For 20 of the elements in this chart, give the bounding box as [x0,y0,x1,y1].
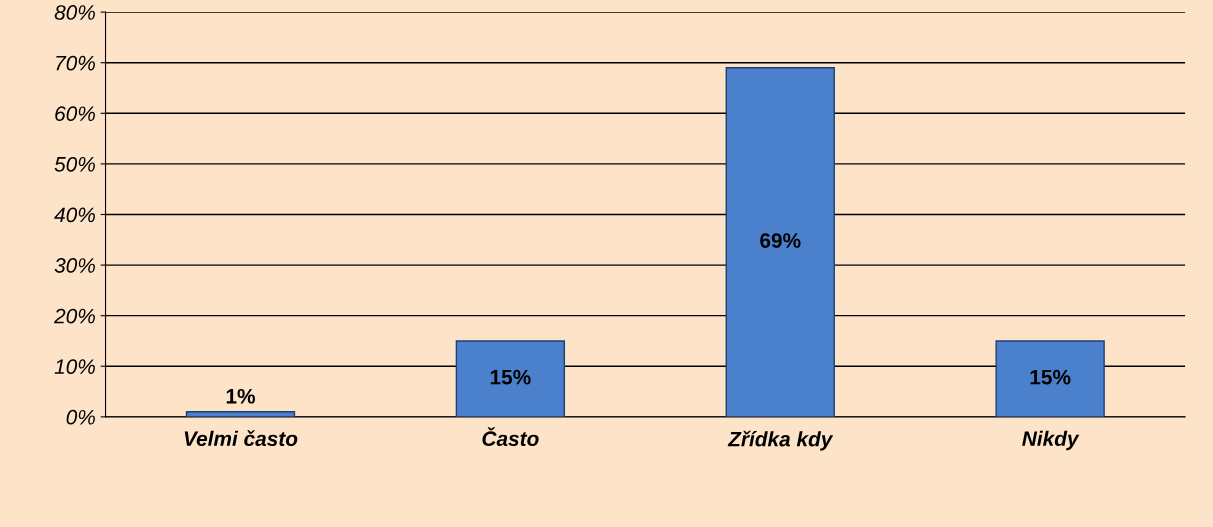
y-tick-label: 80% [54,5,95,20]
data-label: 15% [1030,369,1071,385]
x-tick-label: Zřídka kdy [727,430,834,451]
y-tick-label: 70% [56,55,95,71]
y-tick-label: 40% [54,207,95,223]
y-tick-label: 50% [54,156,95,172]
bar [725,67,835,417]
y-tick-label: 60% [55,106,95,122]
y-tick-label: 10% [54,359,95,375]
bar [455,340,566,417]
y-tick-label: 0% [66,409,95,425]
x-tick-label: Nikdy [1022,430,1080,451]
y-tick-label: 30% [54,258,95,273]
data-label: 1% [226,388,255,404]
x-tick-label: Často [482,427,539,447]
y-tick-label: 20% [53,308,95,324]
x-tick-label: Velmi často [184,430,298,447]
data-label: 15% [490,369,531,385]
data-label: 69% [760,233,801,248]
bar [995,340,1105,417]
